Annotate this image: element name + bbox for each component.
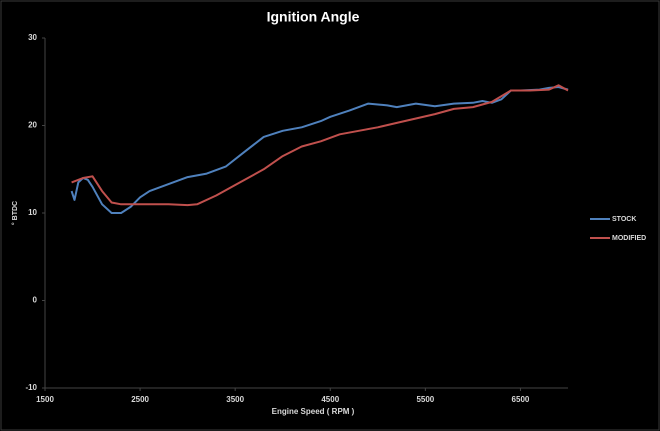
x-tick-label: 5500 (416, 395, 434, 404)
chart-title: Ignition Angle (267, 9, 360, 25)
line (70, 86, 569, 214)
x-tick-label: 3500 (226, 395, 244, 404)
x-tick-label: 1500 (36, 395, 54, 404)
x-tick-label: 2500 (131, 395, 149, 404)
x-tick-label: 4500 (321, 395, 339, 404)
y-tick-label: 20 (28, 121, 37, 130)
legend-label: STOCK (612, 216, 636, 223)
y-tick-label: 10 (28, 208, 37, 217)
x-tick-label: 6500 (512, 395, 530, 404)
legend-label: MODIFIED (612, 235, 646, 242)
y-tick-label: -10 (25, 383, 37, 392)
x-axis-title: Engine Speed ( RPM ) (272, 407, 355, 416)
y-axis-title: ° BTDC (11, 201, 19, 225)
y-tick-label: 30 (28, 33, 37, 42)
y-tick-label: 0 (33, 296, 38, 305)
line (71, 84, 569, 207)
